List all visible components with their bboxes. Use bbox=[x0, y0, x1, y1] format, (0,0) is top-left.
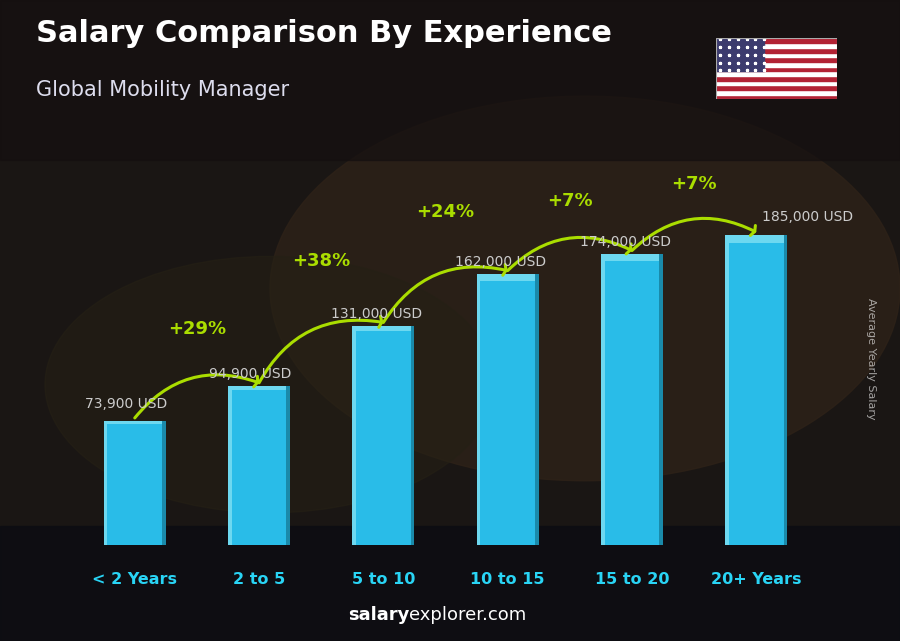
Text: 2 to 5: 2 to 5 bbox=[233, 572, 285, 587]
Text: 162,000 USD: 162,000 USD bbox=[455, 255, 546, 269]
Text: 131,000 USD: 131,000 USD bbox=[331, 307, 422, 320]
Text: 73,900 USD: 73,900 USD bbox=[86, 397, 167, 412]
Bar bbox=[601, 254, 663, 545]
Bar bbox=[104, 421, 166, 545]
Bar bbox=[660, 254, 663, 545]
Text: Salary Comparison By Experience: Salary Comparison By Experience bbox=[36, 19, 612, 48]
Bar bbox=[477, 274, 539, 545]
Bar bbox=[601, 254, 605, 545]
Bar bbox=[535, 274, 539, 545]
Text: 5 to 10: 5 to 10 bbox=[352, 572, 415, 587]
Bar bbox=[784, 235, 788, 545]
Bar bbox=[286, 386, 290, 545]
Text: Average Yearly Salary: Average Yearly Salary bbox=[866, 298, 877, 420]
Bar bbox=[716, 85, 837, 90]
Bar bbox=[716, 62, 837, 67]
Bar bbox=[104, 421, 107, 545]
Bar bbox=[716, 71, 837, 76]
Text: +7%: +7% bbox=[671, 174, 717, 192]
Bar bbox=[725, 235, 788, 243]
Text: 94,900 USD: 94,900 USD bbox=[210, 367, 292, 381]
Bar bbox=[716, 53, 837, 57]
Bar bbox=[228, 386, 231, 545]
Ellipse shape bbox=[270, 96, 900, 481]
Bar bbox=[725, 235, 729, 545]
Text: 20+ Years: 20+ Years bbox=[711, 572, 802, 587]
Bar bbox=[716, 38, 837, 43]
Bar bbox=[716, 67, 837, 71]
Bar bbox=[716, 48, 837, 53]
Bar bbox=[162, 421, 166, 545]
Text: 174,000 USD: 174,000 USD bbox=[580, 235, 670, 249]
Bar bbox=[716, 76, 837, 81]
Bar bbox=[716, 38, 764, 71]
Bar bbox=[352, 326, 356, 545]
Bar bbox=[228, 386, 290, 545]
Bar bbox=[352, 326, 414, 331]
Text: < 2 Years: < 2 Years bbox=[93, 572, 177, 587]
Text: +38%: +38% bbox=[292, 252, 350, 271]
Ellipse shape bbox=[45, 256, 495, 513]
Bar bbox=[716, 95, 837, 99]
Text: Global Mobility Manager: Global Mobility Manager bbox=[36, 80, 289, 100]
Text: +24%: +24% bbox=[417, 203, 474, 221]
Bar bbox=[725, 235, 788, 545]
Bar bbox=[601, 254, 663, 261]
Text: 10 to 15: 10 to 15 bbox=[471, 572, 544, 587]
Bar bbox=[716, 43, 837, 48]
Text: explorer.com: explorer.com bbox=[410, 606, 526, 624]
Text: salary: salary bbox=[348, 606, 410, 624]
Bar bbox=[716, 90, 837, 95]
Bar bbox=[410, 326, 414, 545]
Bar bbox=[477, 274, 539, 281]
Bar bbox=[477, 274, 481, 545]
Bar bbox=[716, 57, 837, 62]
Text: 15 to 20: 15 to 20 bbox=[595, 572, 670, 587]
Bar bbox=[104, 421, 166, 424]
Text: +29%: +29% bbox=[168, 320, 226, 338]
Bar bbox=[352, 326, 414, 545]
Text: +7%: +7% bbox=[547, 192, 592, 210]
Bar bbox=[0, 526, 900, 641]
Bar bbox=[0, 0, 900, 160]
Bar bbox=[228, 386, 290, 390]
Text: 185,000 USD: 185,000 USD bbox=[762, 210, 853, 224]
Bar bbox=[716, 81, 837, 85]
